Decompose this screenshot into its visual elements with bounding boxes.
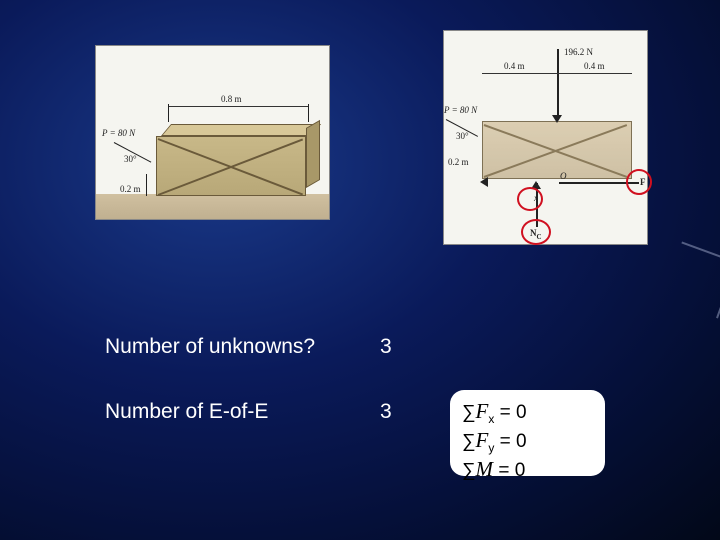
span-right-label: 0.4 m xyxy=(584,61,605,71)
eq-line-2: ∑Fy = 0 xyxy=(462,427,593,456)
dim-line-v xyxy=(146,174,147,196)
span-label: 0.8 m xyxy=(221,94,242,104)
dim-line xyxy=(557,73,632,74)
answer-unknowns: 3 xyxy=(380,335,392,359)
crate-top xyxy=(161,124,321,136)
dim-line xyxy=(482,73,557,74)
height-label-right: 0.2 m xyxy=(448,157,469,167)
eq-line-3: ∑M = 0 xyxy=(462,456,593,483)
angle-label-right: 30° xyxy=(456,131,469,141)
decor-sweep-icon xyxy=(662,242,720,319)
figure-left: 0.8 m P = 80 N 30° 0.2 m xyxy=(95,45,330,220)
dim-tick xyxy=(308,104,309,122)
question-eofe: Number of E-of-E xyxy=(105,400,268,424)
weight-arrow xyxy=(557,49,559,119)
arrowhead-left-icon xyxy=(480,177,488,187)
answer-eofe: 3 xyxy=(380,400,392,424)
p-label-right: P = 80 N xyxy=(444,105,477,115)
eq-line-1: ∑Fx = 0 xyxy=(462,398,593,427)
figure-right: 196.2 N 0.4 m 0.4 m P = 80 N 30° 0.2 m O… xyxy=(443,30,648,245)
dim-tick xyxy=(168,104,169,122)
span-left-label: 0.4 m xyxy=(504,61,525,71)
angle-label: 30° xyxy=(124,154,137,164)
height-label: 0.2 m xyxy=(120,184,141,194)
arrowhead-down-icon xyxy=(552,115,562,123)
p-label: P = 80 N xyxy=(102,128,135,138)
o-label: O xyxy=(560,171,567,181)
equation-box: ∑Fx = 0 ∑Fy = 0 ∑M = 0 xyxy=(450,390,605,476)
circle-f-icon xyxy=(626,169,652,195)
dim-line-top xyxy=(168,106,308,107)
floor xyxy=(96,194,329,219)
circle-x-icon xyxy=(517,187,543,211)
circle-n-icon xyxy=(521,219,551,245)
weight-label: 196.2 N xyxy=(564,47,593,57)
question-unknowns: Number of unknowns? xyxy=(105,335,315,359)
crate-side xyxy=(306,120,320,188)
